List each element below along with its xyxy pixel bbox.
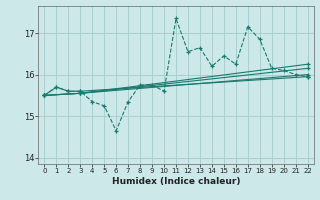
- X-axis label: Humidex (Indice chaleur): Humidex (Indice chaleur): [112, 177, 240, 186]
